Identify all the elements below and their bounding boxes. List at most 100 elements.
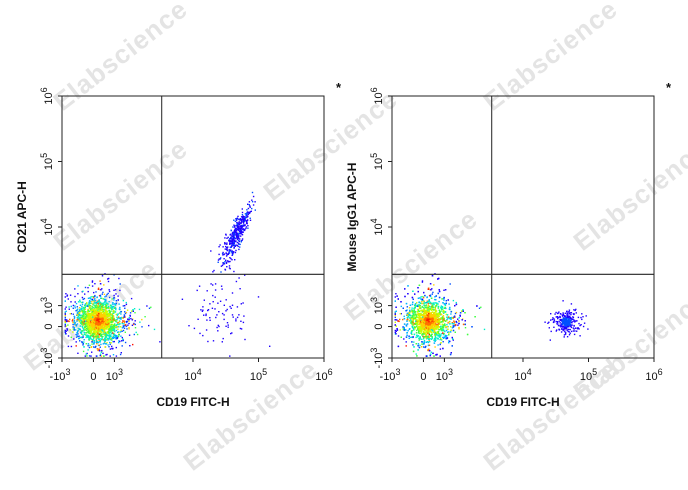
event-dot — [84, 317, 86, 319]
event-dot — [78, 319, 80, 321]
event-dot — [104, 330, 106, 332]
event-dot — [97, 321, 99, 323]
event-dot — [84, 304, 86, 306]
event-dot — [106, 332, 109, 334]
event-dot — [102, 314, 104, 316]
event-dot — [110, 327, 112, 329]
event-dot — [97, 315, 100, 317]
event-dot — [218, 325, 220, 328]
event-dot — [214, 283, 217, 285]
event-dot — [110, 328, 112, 330]
event-dot — [99, 294, 102, 297]
event-dot — [101, 303, 104, 305]
event-dot — [87, 313, 89, 315]
event-dot — [240, 219, 243, 221]
event-dot — [240, 320, 242, 322]
event-dot — [244, 274, 246, 276]
event-dot — [224, 242, 226, 244]
event-dot — [96, 330, 98, 333]
event-dot — [105, 306, 107, 309]
event-dot — [118, 321, 121, 323]
event-dot — [86, 320, 88, 323]
event-dot — [245, 220, 248, 222]
event-dot — [210, 283, 212, 285]
event-dot — [76, 317, 78, 319]
event-dot — [221, 264, 224, 267]
event-dot — [96, 333, 98, 336]
event-dot — [81, 318, 84, 320]
event-dot — [90, 317, 92, 319]
event-dot — [399, 329, 401, 331]
event-dot — [86, 334, 88, 336]
event-dot — [114, 304, 117, 306]
event-dot — [96, 348, 98, 350]
event-dot — [411, 309, 413, 311]
event-dot — [104, 328, 107, 330]
event-dot — [106, 315, 108, 317]
event-dot — [131, 324, 134, 326]
event-dot — [202, 309, 204, 311]
event-dot — [412, 309, 414, 312]
event-dot — [84, 323, 87, 325]
event-dot — [93, 340, 96, 342]
event-dot — [92, 327, 94, 329]
event-dot — [115, 326, 117, 328]
event-dot — [246, 215, 248, 217]
event-dot — [239, 327, 242, 330]
event-dot — [112, 336, 114, 339]
event-dot — [430, 338, 433, 340]
event-dot — [242, 224, 244, 227]
event-dot — [106, 337, 108, 340]
event-dot — [95, 313, 97, 315]
event-dot — [95, 341, 97, 343]
event-dot — [416, 313, 418, 316]
event-dot — [69, 329, 71, 331]
event-dot — [95, 326, 97, 329]
event-dot — [90, 307, 92, 309]
event-dot — [395, 293, 397, 295]
event-dot — [121, 336, 123, 339]
event-dot — [414, 317, 416, 319]
event-dot — [79, 299, 81, 301]
event-dot — [82, 309, 84, 312]
event-dot — [89, 302, 92, 304]
event-dot — [87, 287, 89, 289]
event-dot — [88, 314, 90, 316]
event-dot — [114, 324, 116, 326]
event-dot — [100, 338, 103, 340]
event-dot — [427, 341, 430, 344]
event-dot — [64, 312, 66, 314]
event-dot — [422, 297, 425, 299]
event-dot — [240, 328, 243, 330]
event-dot — [81, 326, 84, 328]
event-dot — [227, 246, 229, 248]
event-dot — [101, 337, 103, 339]
event-dot — [415, 353, 417, 355]
event-dot — [112, 354, 115, 356]
event-dot — [77, 318, 79, 320]
event-dot — [134, 323, 136, 326]
event-dot — [411, 296, 414, 299]
event-dot — [67, 335, 70, 337]
event-dot — [100, 312, 103, 314]
event-dot — [435, 339, 437, 341]
event-dot — [113, 318, 115, 320]
event-dot — [207, 340, 209, 343]
event-dot — [406, 309, 408, 311]
event-dot — [230, 237, 232, 239]
event-dot — [229, 257, 231, 259]
event-dot — [427, 287, 430, 289]
event-dot — [242, 217, 244, 219]
event-dot — [214, 289, 217, 291]
event-dot — [96, 305, 99, 307]
event-dot — [251, 199, 253, 201]
event-dot — [432, 330, 434, 332]
event-dot — [435, 326, 437, 328]
event-dot — [98, 299, 100, 301]
event-dot — [403, 328, 405, 330]
event-dot — [95, 334, 97, 336]
event-dot — [121, 330, 123, 332]
event-dot — [394, 331, 396, 334]
event-dot — [101, 288, 103, 290]
event-dot — [408, 307, 411, 309]
